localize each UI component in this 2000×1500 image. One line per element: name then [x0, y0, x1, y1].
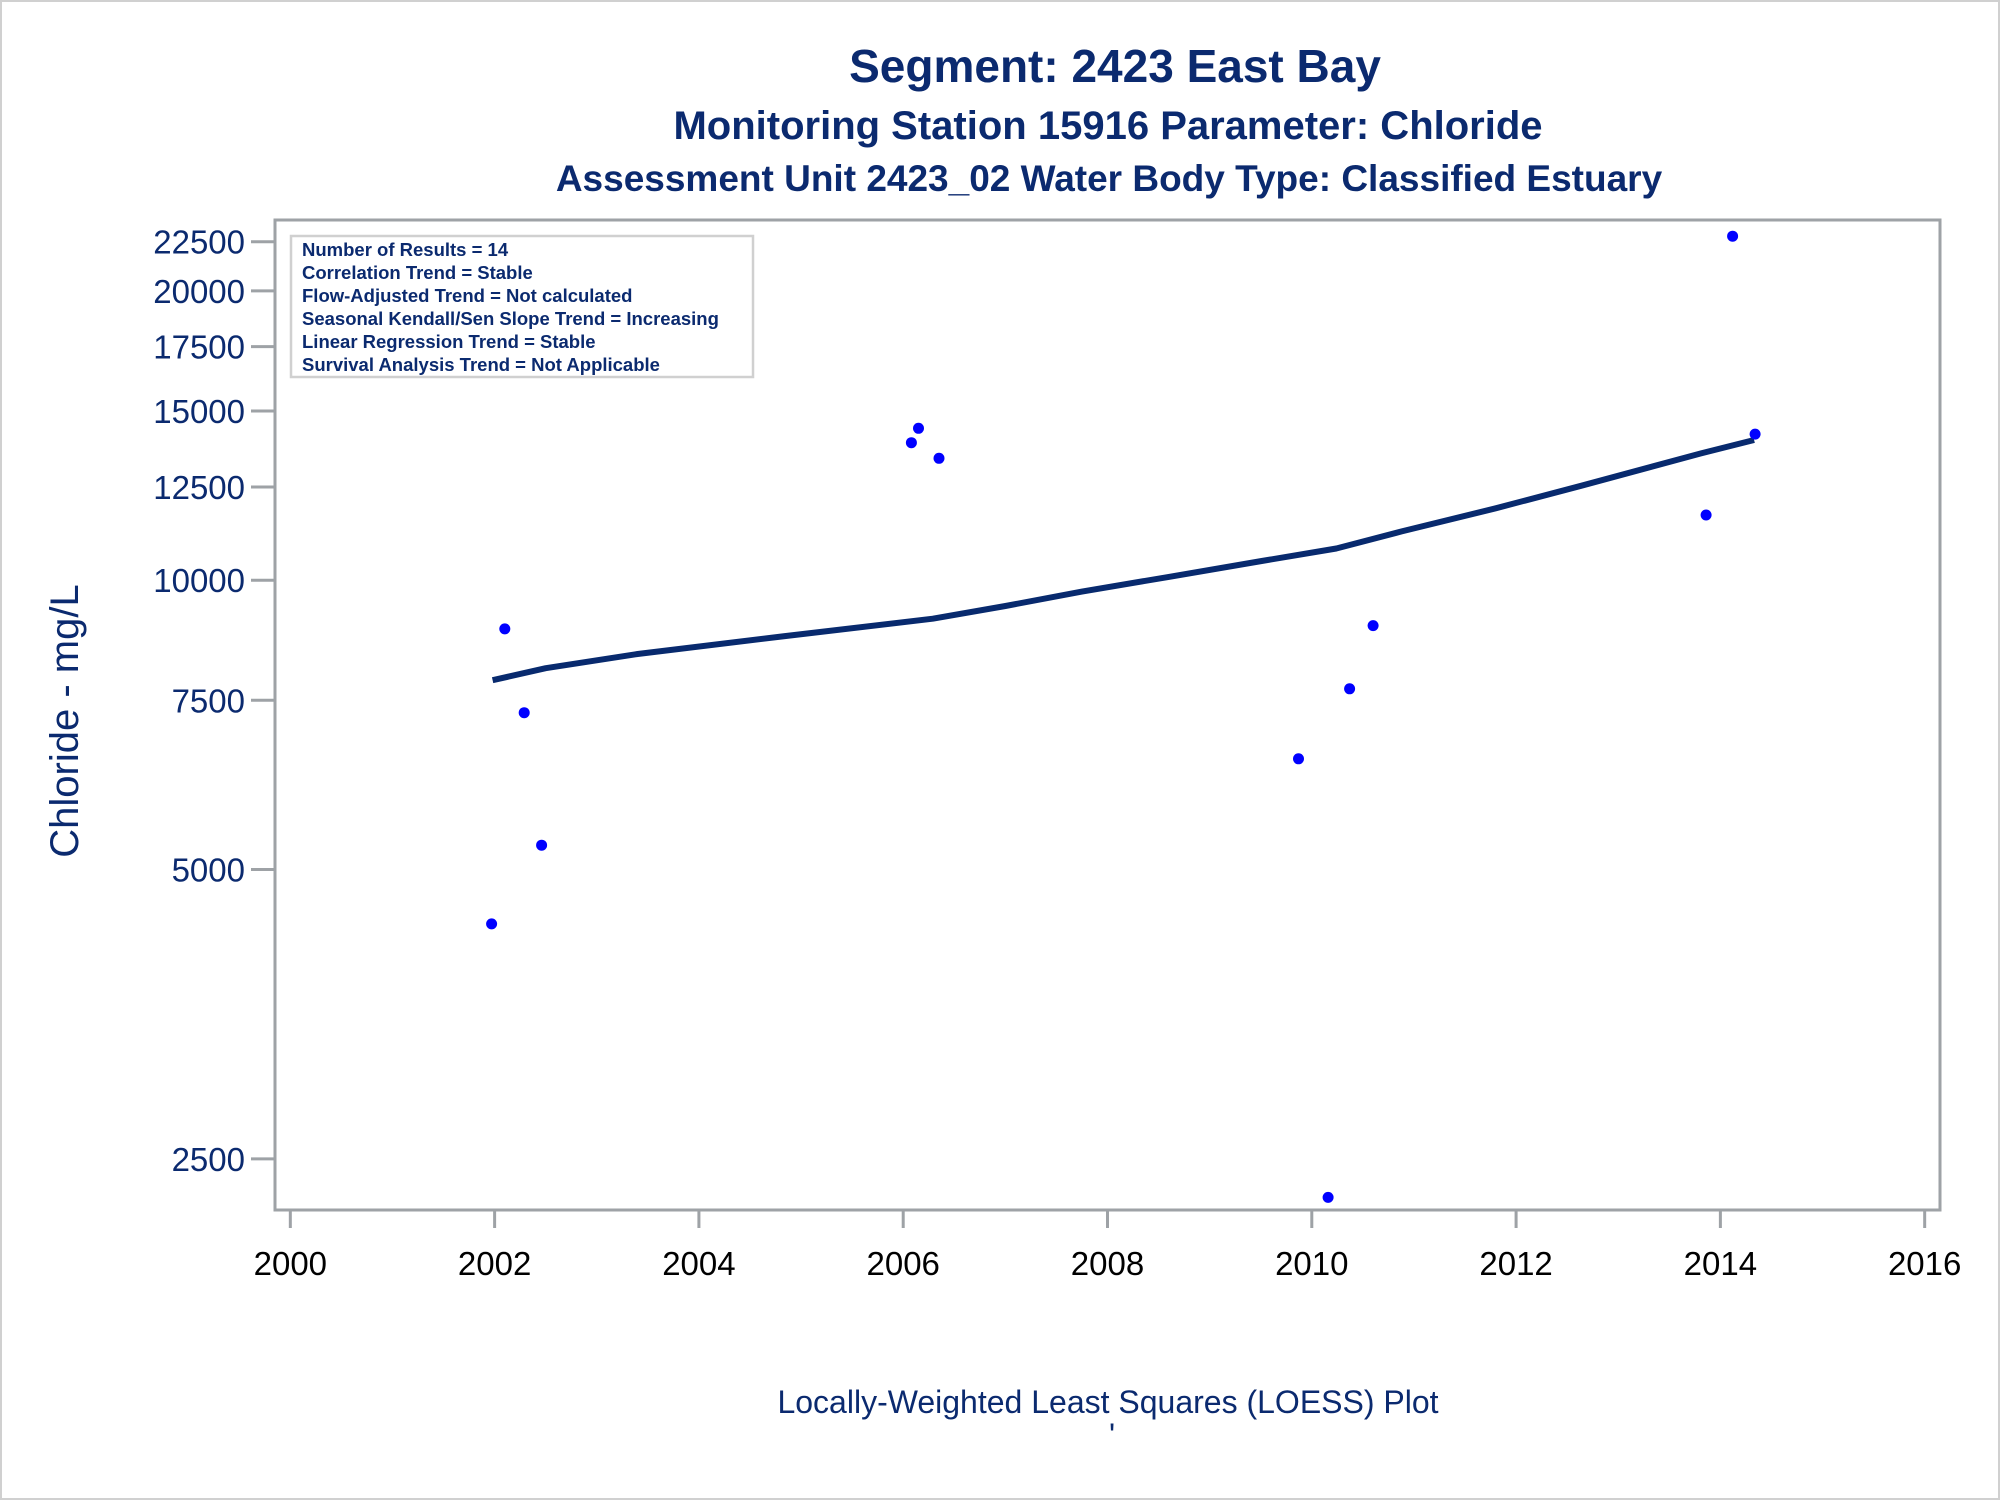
x-tick-label: 2014	[1684, 1245, 1757, 1282]
legend-entry-results: Number of Results = 14	[302, 239, 509, 260]
y-axis: 2500 5000 7500 10000 12500 15000 17500 20000 225…	[153, 224, 275, 1178]
y-tick-label: 20000	[153, 273, 245, 310]
y-tick-label: 12500	[153, 469, 245, 506]
data-point	[1293, 753, 1304, 765]
loess-line	[491, 437, 1755, 684]
data-point	[486, 918, 498, 930]
footnote-mark: '	[1109, 1417, 1115, 1453]
legend-entry-linear-regression: Linear Regression Trend = Stable	[302, 331, 596, 352]
legend-entry-seasonal-kendall: Seasonal Kendall/Sen Slope Trend = Incre…	[302, 308, 719, 329]
legend-entry-correlation: Correlation Trend = Stable	[302, 262, 533, 283]
y-tick-label: 22500	[153, 224, 245, 261]
y-axis-label: Chloride - mg/L	[43, 584, 87, 857]
y-tick-label: 2500	[172, 1141, 245, 1178]
scatter-series	[486, 230, 1761, 1203]
x-tick-label: 2010	[1275, 1245, 1348, 1282]
x-axis: 2000 2002 2004 2006 2008 2010 2012 2014 2016	[254, 1210, 1961, 1282]
data-point	[499, 623, 511, 635]
chart-title: Segment: 2423 East Bay	[849, 40, 1381, 92]
chart-subtitle-1: Monitoring Station 15916 Parameter: Chlo…	[673, 104, 1542, 148]
data-point	[1700, 509, 1712, 521]
data-point	[536, 839, 548, 851]
data-point	[1367, 620, 1379, 632]
footnote: Locally-Weighted Least Squares (LOESS) P…	[777, 1384, 1438, 1420]
legend-entry-survival-analysis: Survival Analysis Trend = Not Applicable	[302, 354, 660, 375]
y-tick-label: 17500	[153, 329, 245, 366]
x-tick-label: 2006	[866, 1245, 939, 1282]
data-point	[1749, 428, 1761, 440]
y-tick-label: 5000	[172, 852, 245, 889]
y-tick-label: 10000	[153, 562, 245, 599]
data-point	[1322, 1191, 1334, 1203]
trend-legend: Number of Results = 14 Correlation Trend…	[289, 234, 755, 379]
data-point	[933, 452, 945, 464]
x-tick-label: 2016	[1888, 1245, 1961, 1282]
x-tick-label: 2002	[458, 1245, 531, 1282]
y-tick-label: 7500	[172, 682, 245, 719]
loess-series	[491, 437, 1755, 684]
x-tick-label: 2008	[1071, 1245, 1144, 1282]
data-point	[913, 422, 924, 434]
data-point	[905, 437, 917, 449]
data-point	[1727, 230, 1739, 242]
x-tick-label: 2000	[254, 1245, 327, 1282]
legend-entry-flow-adjusted: Flow-Adjusted Trend = Not calculated	[302, 285, 632, 306]
data-point	[1344, 683, 1356, 695]
chart-subtitle-2: Assessment Unit 2423_02 Water Body Type:…	[556, 158, 1663, 199]
x-tick-label: 2012	[1479, 1245, 1552, 1282]
data-point	[518, 707, 530, 719]
x-tick-label: 2004	[662, 1245, 735, 1282]
legend-box	[289, 234, 755, 379]
y-tick-label: 15000	[153, 393, 245, 430]
